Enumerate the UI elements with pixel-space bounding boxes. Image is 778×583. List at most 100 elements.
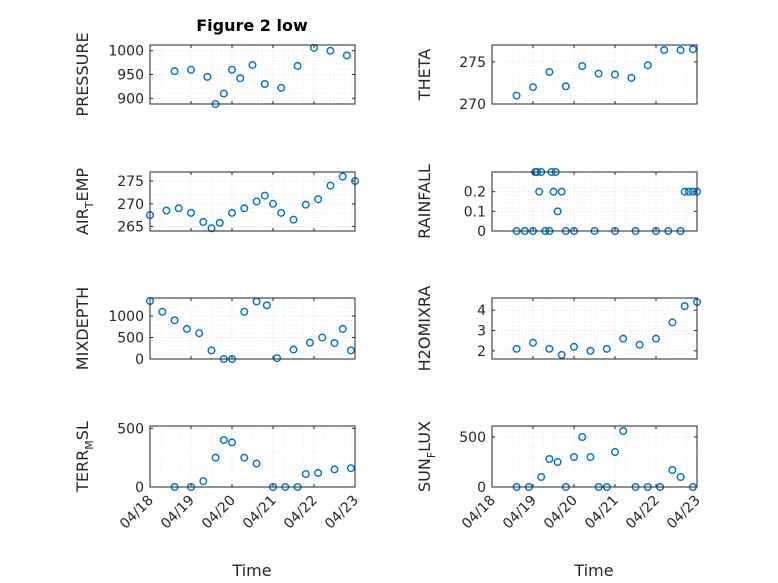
- data-point: [545, 67, 554, 76]
- data-point: [611, 70, 620, 79]
- panel-theta: 270 275 THETA: [415, 44, 698, 113]
- data-point: [326, 46, 335, 55]
- panel-terr_msl: 0 500 TERRMSL 04/18 04/19 04/20 04/21 04/22 04/2…: [73, 421, 362, 532]
- data-point: [652, 334, 661, 343]
- x-tick-label: 04/21: [582, 493, 622, 533]
- data-point: [619, 427, 628, 436]
- y-tick-label: 1000: [108, 309, 144, 325]
- x-tick-label: 04/22: [623, 493, 663, 533]
- data-point: [635, 340, 644, 349]
- y-axis-label: H2OMIXRA: [415, 286, 434, 372]
- data-point: [211, 453, 220, 462]
- data-point: [289, 345, 298, 354]
- data-point: [586, 453, 595, 462]
- data-point: [186, 65, 195, 74]
- data-point: [330, 465, 339, 474]
- y-tick-label: 2: [477, 344, 486, 360]
- x-tick-label: 04/23: [664, 493, 704, 533]
- data-point: [346, 346, 355, 355]
- x-tick-label: 04/21: [240, 493, 280, 533]
- data-point: [684, 187, 693, 196]
- panel-rainfall: 0 0.1 0.2 RAINFALL: [415, 164, 702, 240]
- data-point: [174, 204, 183, 213]
- data-point: [553, 207, 562, 216]
- data-point: [199, 217, 208, 226]
- y-tick-label: 265: [117, 219, 144, 235]
- y-tick-label: 275: [117, 174, 144, 190]
- data-point: [346, 464, 355, 473]
- data-point: [170, 316, 179, 325]
- y-tick-label: 270: [459, 97, 486, 113]
- x-tick-label: 04/20: [541, 493, 581, 533]
- y-tick-label: 900: [117, 91, 144, 107]
- panel-sun_flux: 0 500 SUNFLUX 04/18 04/19 04/20 04/21 04/22 04/2…: [415, 421, 704, 532]
- axes-box: [149, 425, 356, 488]
- y-tick-label: 270: [117, 197, 144, 213]
- data-point: [158, 307, 167, 316]
- data-point: [260, 191, 269, 200]
- data-point: [668, 466, 677, 475]
- y-axis-label: RAINFALL: [415, 164, 434, 239]
- data-point: [314, 468, 323, 477]
- data-point: [330, 339, 339, 348]
- data-point: [586, 346, 595, 355]
- data-point: [236, 74, 245, 83]
- data-point: [570, 453, 579, 462]
- data-point: [680, 302, 689, 311]
- data-point: [277, 83, 286, 92]
- data-point: [676, 473, 685, 482]
- data-point: [207, 346, 216, 355]
- panel-pressure: 900 950 1000 PRESSURE: [73, 32, 356, 117]
- x-tick-label: 04/18: [117, 493, 157, 533]
- data-point: [643, 61, 652, 70]
- data-point: [170, 67, 179, 76]
- y-tick-label: 500: [117, 421, 144, 437]
- data-point: [199, 477, 208, 486]
- y-tick-label: 500: [459, 430, 486, 446]
- panel-air_temp: 265 270 275 AIRTEMP: [73, 168, 360, 235]
- x-tick-label: 04/23: [322, 493, 362, 533]
- data-point: [252, 197, 261, 206]
- data-point: [301, 470, 310, 479]
- data-point: [561, 82, 570, 91]
- data-point: [660, 46, 669, 55]
- data-point: [594, 69, 603, 78]
- y-tick-label: 275: [459, 55, 486, 71]
- data-point: [549, 187, 558, 196]
- data-point: [342, 51, 351, 60]
- data-point: [512, 344, 521, 353]
- data-point: [680, 187, 689, 196]
- data-point: [273, 354, 282, 363]
- y-tick-label: 500: [117, 331, 144, 347]
- axes-box: [491, 44, 698, 105]
- y-axis-label: AIRTEMP: [73, 168, 96, 235]
- data-point: [227, 65, 236, 74]
- data-point: [512, 91, 521, 100]
- axes-box: [149, 297, 356, 360]
- axes-box: [491, 297, 698, 360]
- panel-h2omixra: 2 3 4 H2OMIXRA: [415, 286, 702, 372]
- data-point: [318, 333, 327, 342]
- data-point: [326, 181, 335, 190]
- y-axis-label: MIXDEPTH: [73, 287, 92, 370]
- data-point: [240, 453, 249, 462]
- data-point: [260, 80, 269, 89]
- data-point: [248, 60, 257, 69]
- y-axis-label: THETA: [415, 49, 434, 101]
- x-axis-label-right: Time: [573, 561, 613, 580]
- data-point: [262, 301, 271, 310]
- x-tick-label: 04/20: [199, 493, 239, 533]
- data-point: [219, 436, 228, 445]
- data-point: [627, 73, 636, 82]
- data-point: [240, 204, 249, 213]
- data-point: [252, 297, 261, 306]
- data-point: [553, 458, 562, 467]
- data-point: [578, 62, 587, 71]
- data-point: [186, 208, 195, 217]
- y-axis-label: SUNFLUX: [415, 421, 438, 492]
- data-point: [277, 208, 286, 217]
- data-point: [162, 206, 171, 215]
- data-point: [269, 199, 278, 208]
- data-point: [668, 318, 677, 327]
